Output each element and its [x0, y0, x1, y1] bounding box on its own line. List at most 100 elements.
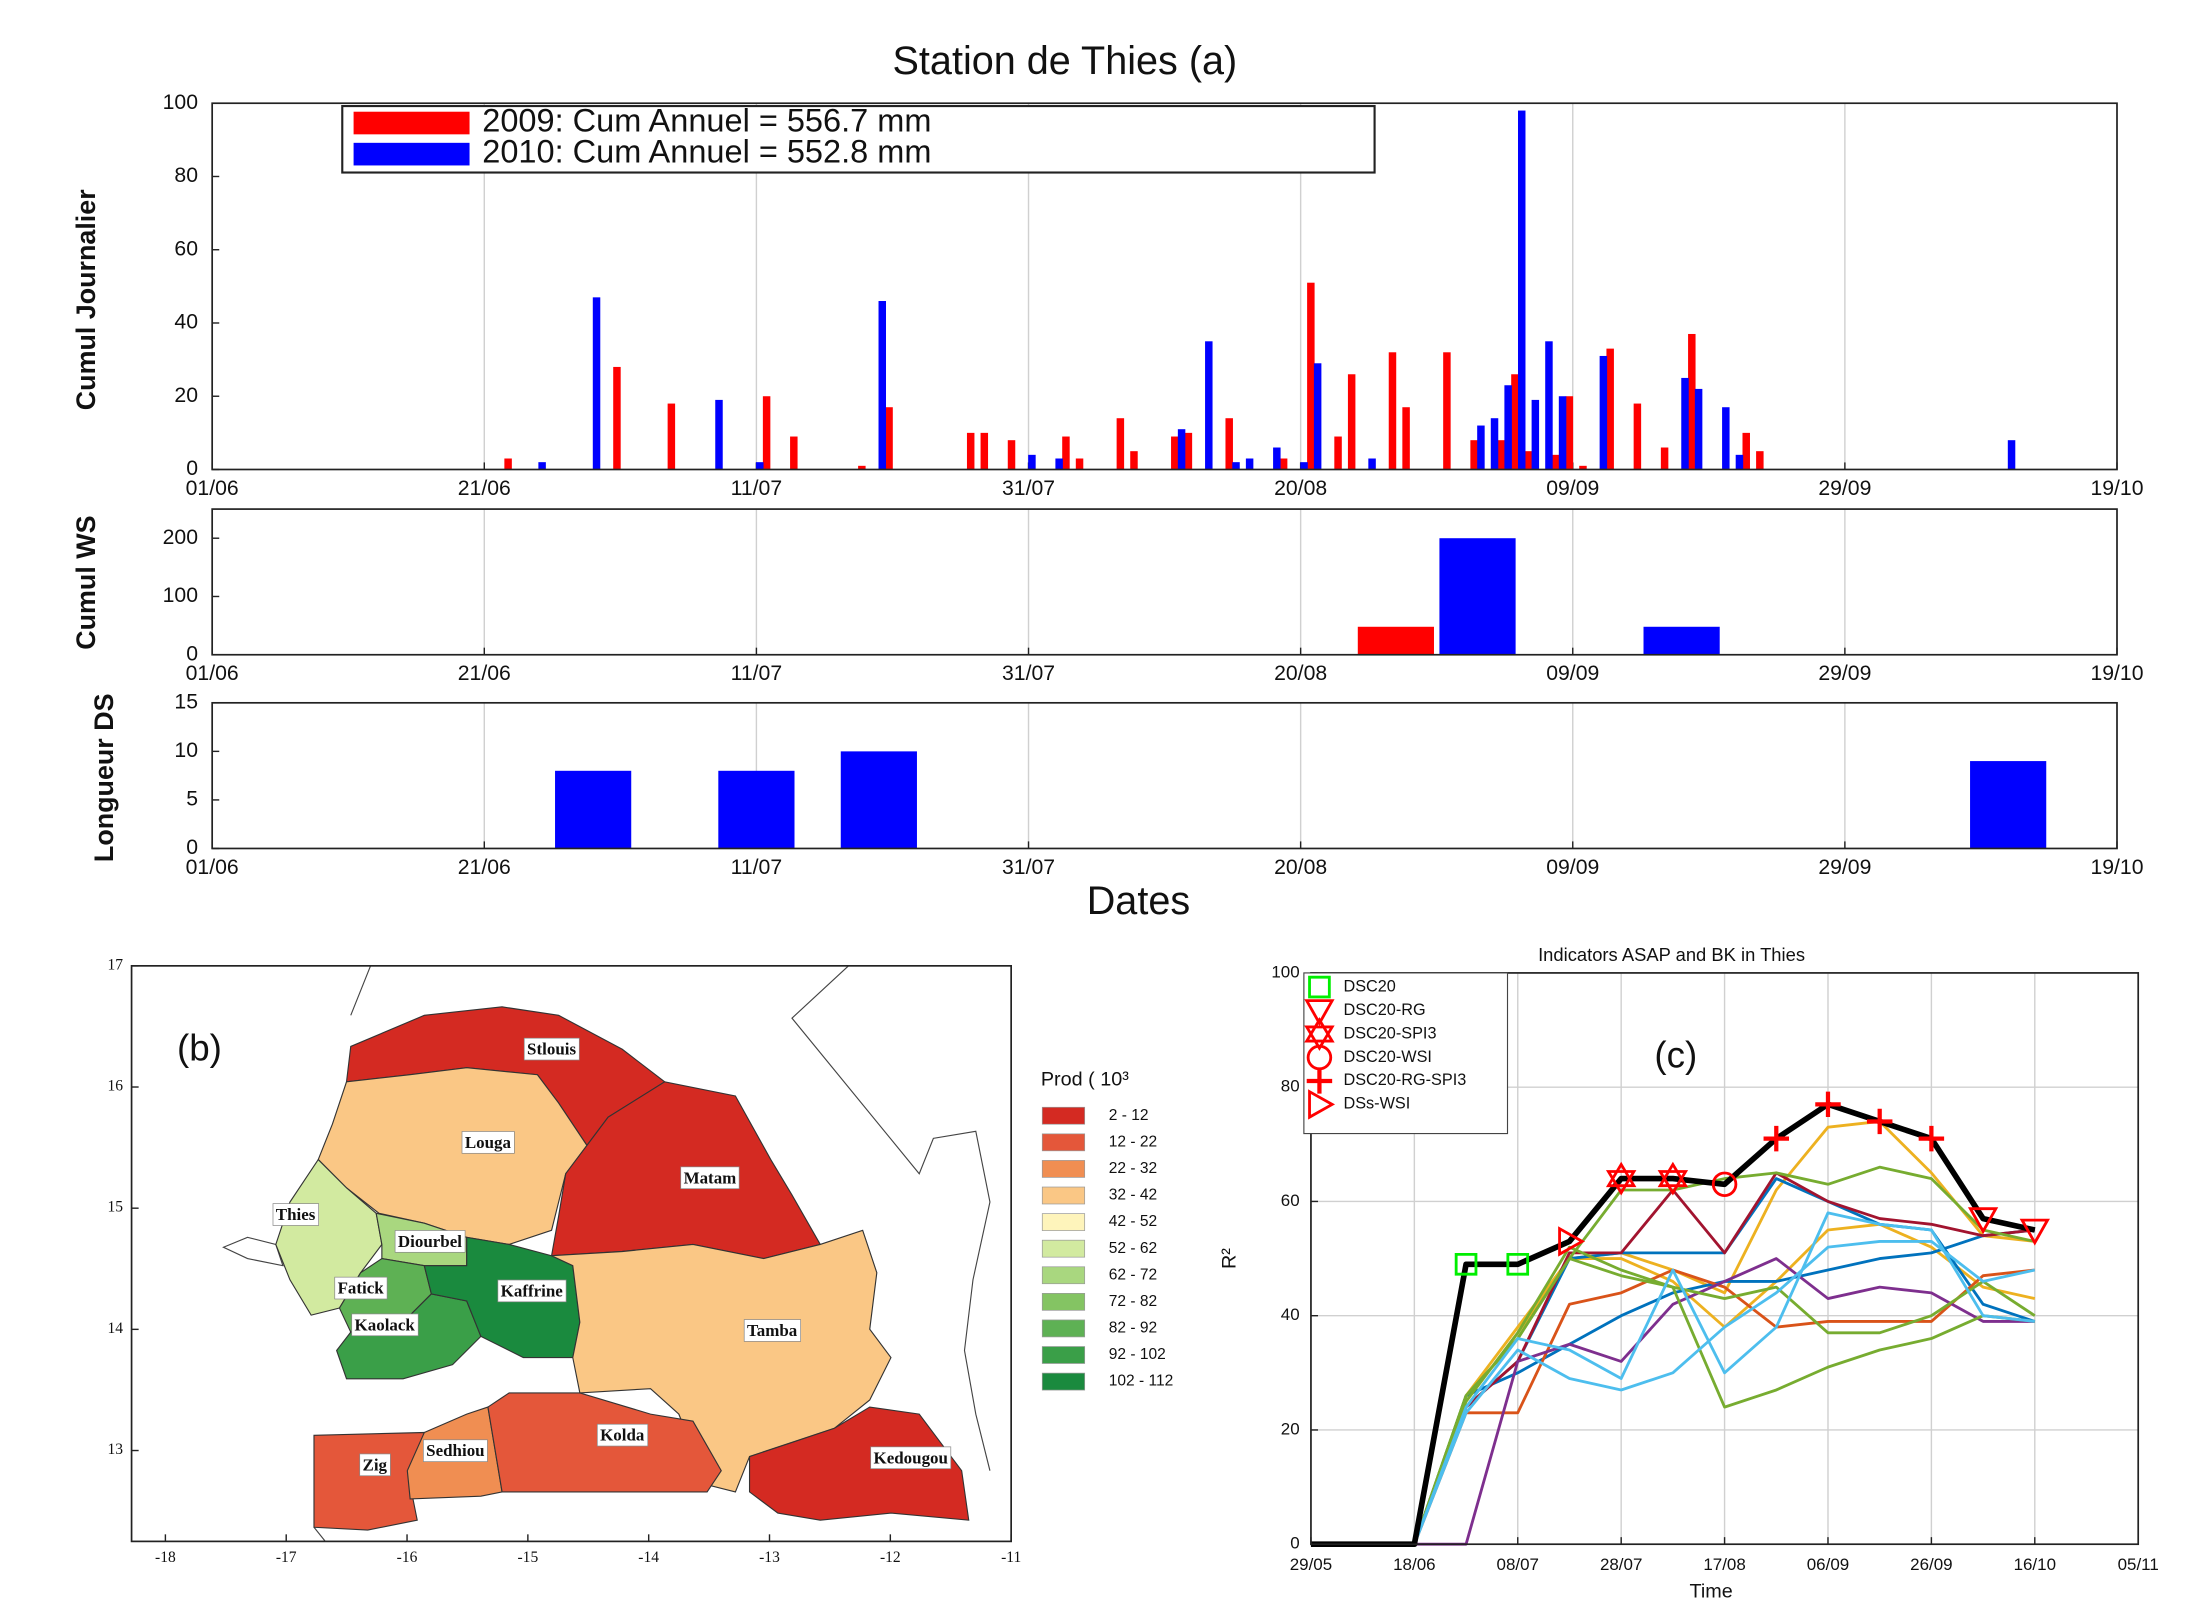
- legend-label: 52 - 62: [1109, 1240, 1157, 1257]
- region-label: Louga: [465, 1133, 512, 1152]
- bar: [1477, 425, 1485, 470]
- legend-label: 2009: Cum Annuel = 556.7 mm: [482, 103, 931, 139]
- legend-label: 22 - 32: [1109, 1160, 1157, 1177]
- bar: [1368, 458, 1376, 470]
- legend-label: 102 - 112: [1109, 1373, 1174, 1390]
- bar: [1075, 458, 1084, 470]
- x-tick-label: -16: [397, 1549, 418, 1566]
- x-tick-label: 18/06: [1393, 1555, 1435, 1574]
- x-tick-label: -12: [880, 1549, 901, 1566]
- bar: [1245, 458, 1254, 470]
- legend-swatch: [1041, 1160, 1086, 1178]
- y-tick-label: 40: [174, 311, 198, 334]
- x-tick-label: 29/09: [1818, 662, 1871, 685]
- bar: [1232, 462, 1240, 470]
- bar: [1490, 418, 1499, 470]
- marker: [1763, 1125, 1790, 1152]
- x-tick-label: 29/09: [1818, 856, 1871, 879]
- bar: [1439, 538, 1516, 655]
- bar: [1735, 454, 1744, 470]
- legend-swatch: [1041, 1106, 1086, 1125]
- bar: [1511, 374, 1519, 470]
- bar: [1062, 436, 1070, 470]
- y-tick-label: 15: [174, 690, 198, 713]
- legend-swatch: [1041, 1319, 1086, 1338]
- bar: [1205, 341, 1213, 470]
- bar: [1524, 451, 1533, 470]
- axes-frame: [130, 964, 1013, 1543]
- axes-frame: [211, 701, 2118, 850]
- legend-label: 92 - 102: [1109, 1346, 1166, 1363]
- x-tick-label: 20/08: [1274, 856, 1327, 879]
- marker: [1454, 1252, 1478, 1276]
- region-label: Kolda: [600, 1426, 645, 1445]
- region-label: Diourbel: [398, 1232, 462, 1251]
- legend-label: DSC20-RG-SPI3: [1343, 1071, 1466, 1089]
- legend-swatch: [1041, 1133, 1086, 1152]
- bar: [1307, 282, 1315, 470]
- bar: [1177, 429, 1186, 470]
- legend-label: DSs-WSI: [1343, 1095, 1410, 1113]
- bar: [1443, 352, 1451, 470]
- border-line: [222, 965, 991, 1542]
- bar: [592, 297, 601, 470]
- region-label: Sedhiou: [426, 1441, 484, 1460]
- legend-swatch: [353, 142, 470, 166]
- x-tick-label: 31/07: [1002, 662, 1055, 685]
- region: [313, 1431, 426, 1531]
- y-tick-label: 80: [174, 164, 198, 187]
- bar: [762, 396, 771, 470]
- legend-label: 42 - 52: [1109, 1213, 1157, 1230]
- marker: [1558, 1226, 1586, 1257]
- bar: [1633, 403, 1642, 470]
- x-tick-label: 31/07: [1002, 856, 1055, 879]
- bar: [1497, 440, 1506, 470]
- bar: [1970, 761, 2047, 849]
- y-tick-label: 0: [186, 836, 198, 859]
- x-tick-label: 16/10: [2014, 1555, 2056, 1574]
- legend-label: 2010: Cum Annuel = 552.8 mm: [482, 134, 931, 170]
- legend-swatch: [1041, 1293, 1086, 1311]
- legend-box: [1303, 972, 1509, 1135]
- legend-marker: [1306, 1068, 1333, 1094]
- axes-frame: [211, 508, 2118, 656]
- axes-frame: [211, 102, 2118, 471]
- x-tick-label: 08/07: [1497, 1555, 1539, 1574]
- y-axis-label: R²: [1219, 1248, 1241, 1269]
- legend-title: Prod ( 10³: [1041, 1069, 1129, 1091]
- legend-label: DSC20-RG: [1343, 1001, 1425, 1019]
- y-tick-label: 15: [108, 1199, 124, 1216]
- region-label-box: [334, 1276, 388, 1300]
- bar: [1558, 396, 1567, 470]
- x-tick-label: 05/11: [2118, 1555, 2159, 1574]
- region-label-box: [680, 1166, 740, 1190]
- plot-area: [212, 509, 2117, 655]
- bar: [504, 458, 512, 470]
- legend-label: 12 - 22: [1109, 1133, 1157, 1150]
- y-axis-label: Cumul WS: [71, 515, 101, 649]
- bar: [1599, 355, 1608, 470]
- region-label-box: [743, 1319, 801, 1342]
- bar: [1552, 454, 1560, 470]
- region-label-box: [523, 1037, 580, 1061]
- marker: [1506, 1252, 1530, 1276]
- bar: [878, 301, 887, 470]
- region-label-box: [596, 1423, 649, 1447]
- region-label-box: [351, 1313, 419, 1337]
- region-label-box: [272, 1203, 319, 1226]
- x-tick-label: 21/06: [458, 662, 511, 685]
- region-label: Kedougou: [874, 1448, 948, 1467]
- x-tick-label: 09/09: [1546, 662, 1599, 685]
- bar: [1116, 418, 1125, 470]
- y-tick-label: 20: [1281, 1419, 1300, 1438]
- x-tick-label: 31/07: [1002, 477, 1055, 500]
- legend-label: 72 - 82: [1109, 1293, 1157, 1310]
- bar: [1517, 110, 1526, 470]
- region-label: Zig: [363, 1455, 388, 1474]
- legend-marker: [1308, 975, 1331, 999]
- bar: [1531, 399, 1540, 470]
- x-tick-label: 06/09: [1807, 1555, 1849, 1574]
- y-tick-label: 40: [1281, 1305, 1300, 1324]
